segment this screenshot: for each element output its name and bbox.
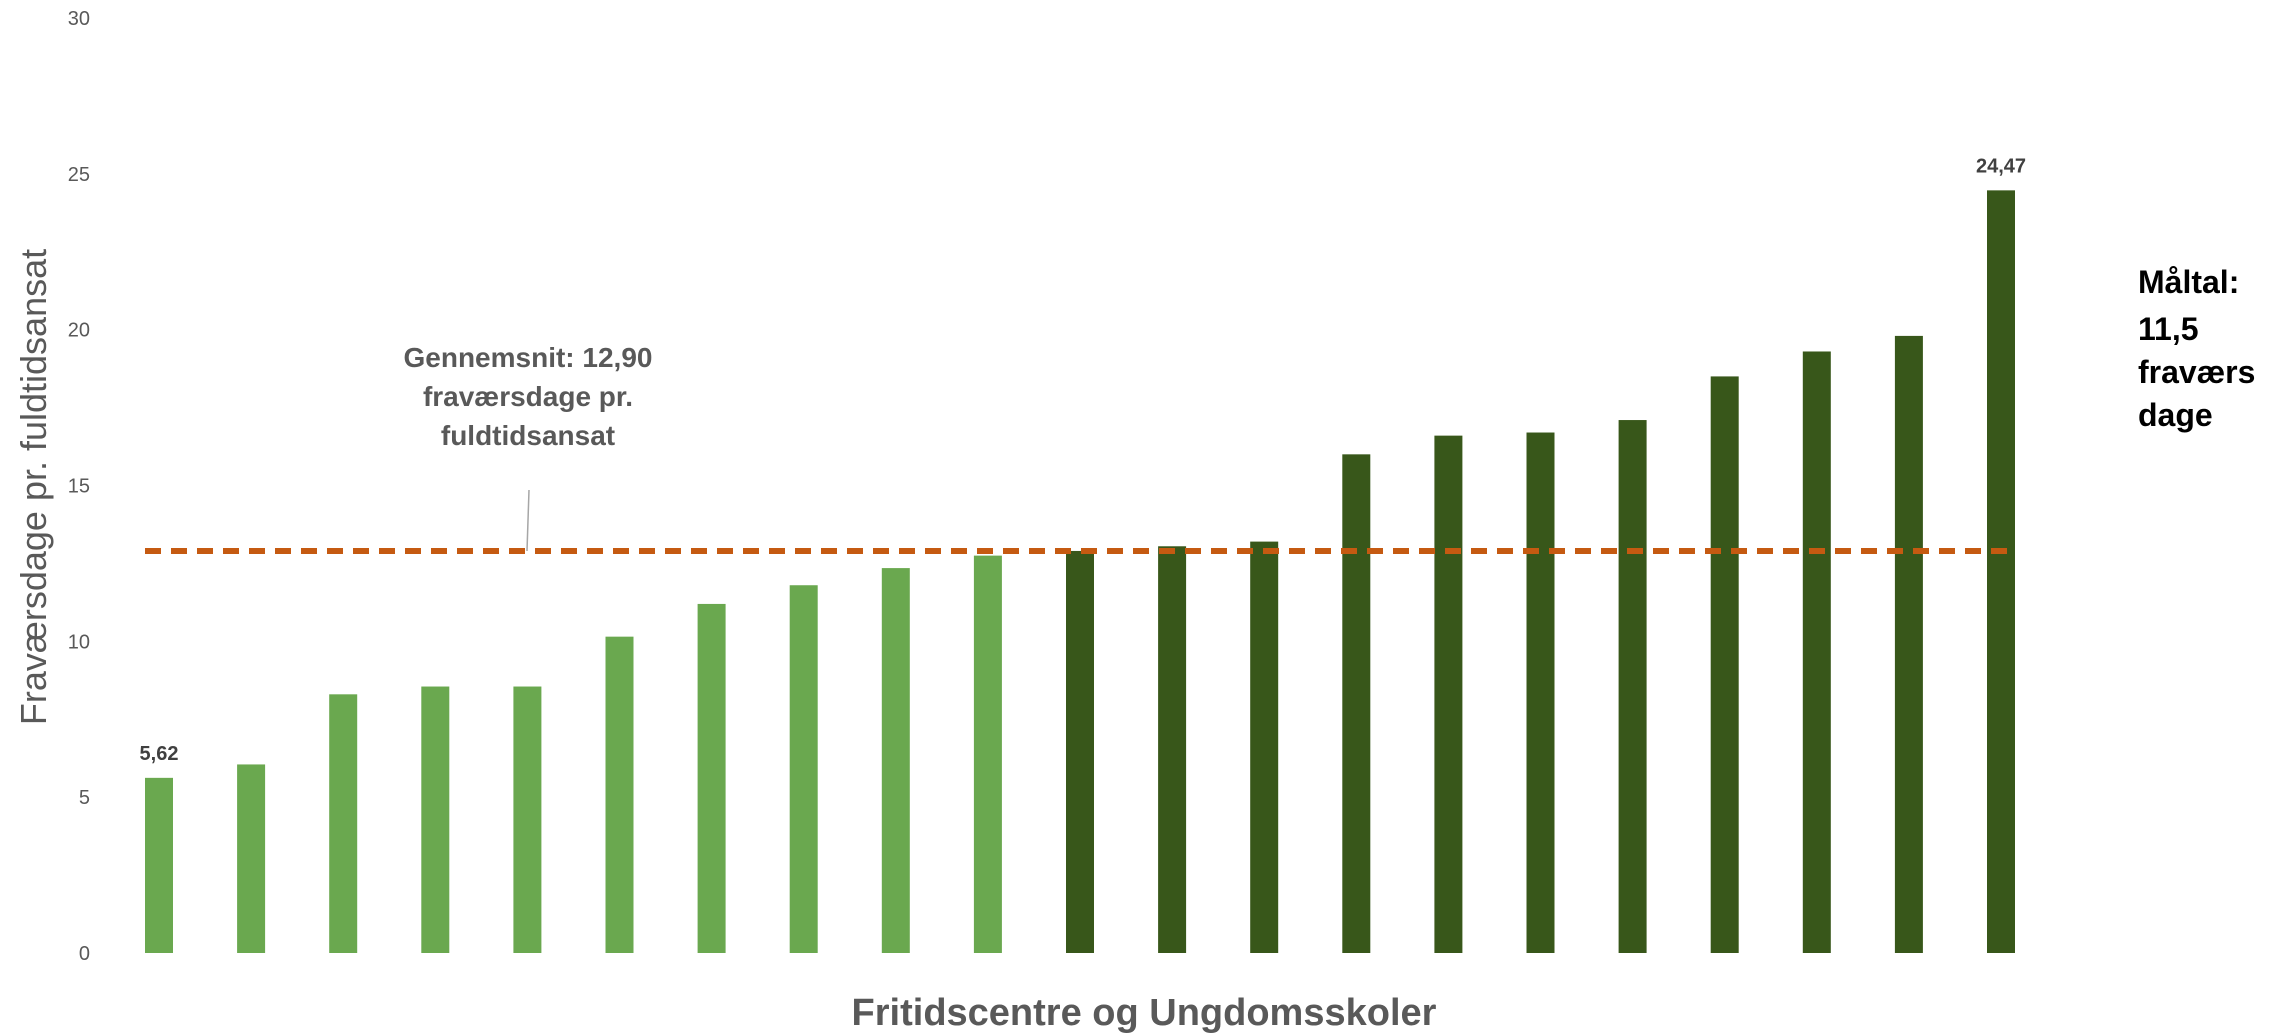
y-tick-label: 20	[68, 320, 90, 342]
target-annotation: Måltal: 11,5 fraværs dage	[2138, 264, 2255, 433]
bar	[1158, 546, 1187, 953]
bar	[1434, 435, 1463, 954]
bar	[145, 777, 173, 953]
y-tick-label: 15	[68, 476, 90, 498]
y-tick-label: 5	[79, 787, 90, 809]
data-label: 24,47	[1976, 155, 2026, 177]
y-tick-label: 30	[68, 8, 90, 30]
x-axis-label: Fritidscentre og Ungdomsskoler	[852, 992, 1437, 1034]
bar	[329, 694, 358, 953]
y-axis-label: Fraværsdage pr. fuldtidsansat	[13, 249, 54, 725]
average-annotation: Gennemsnit: 12,90 fraværsdage pr. fuldti…	[404, 342, 653, 552]
bar	[881, 568, 910, 953]
bar	[973, 555, 1002, 953]
y-tick-label: 25	[68, 164, 90, 186]
bar	[1802, 351, 1831, 953]
bar	[1894, 335, 1923, 953]
target-annotation-line-1: Måltal:	[2138, 264, 2239, 300]
bar	[789, 585, 818, 953]
bar	[237, 764, 266, 953]
target-annotation-line-4: dage	[2138, 397, 2213, 433]
bar	[1342, 454, 1371, 953]
bar	[1526, 432, 1555, 953]
bar	[421, 686, 450, 953]
average-annotation-line-1: Gennemsnit: 12,90	[404, 342, 653, 373]
average-annotation-line-2: fraværsdage pr.	[423, 381, 633, 412]
average-annotation-line-3: fuldtidsansat	[441, 420, 615, 451]
target-annotation-line-2: 11,5	[2138, 311, 2199, 347]
data-label: 5,62	[140, 743, 179, 765]
bar	[1710, 376, 1739, 954]
y-tick-label: 0	[79, 943, 90, 965]
bar-series	[145, 190, 2015, 954]
target-annotation-line-3: fraværs	[2138, 354, 2255, 390]
y-axis-ticks: 0 5 10 15 20 25 30	[68, 8, 90, 965]
average-annotation-leader	[526, 489, 530, 552]
bar	[1987, 190, 2015, 953]
y-tick-label: 10	[68, 631, 90, 653]
bar	[605, 636, 634, 953]
data-labels: 5,62 24,47	[140, 155, 2027, 764]
bar	[1250, 541, 1279, 953]
bar	[1618, 420, 1647, 953]
bar	[697, 603, 726, 953]
bar	[1066, 550, 1094, 953]
bar	[513, 686, 542, 953]
